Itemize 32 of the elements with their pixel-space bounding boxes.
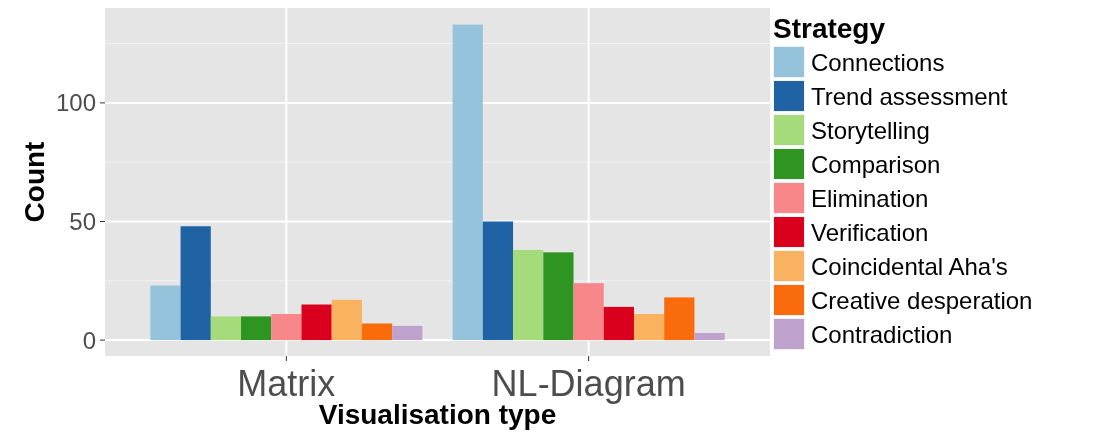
bar — [513, 249, 544, 341]
bar — [180, 226, 211, 341]
bar — [694, 332, 725, 341]
bar — [301, 304, 332, 341]
bar — [573, 283, 604, 341]
legend-label: Comparison — [811, 151, 941, 179]
bar — [452, 24, 483, 341]
legend-title: Strategy — [773, 13, 886, 44]
y-tick-label: 0 — [82, 326, 96, 354]
bar — [482, 221, 514, 341]
bar — [603, 306, 634, 341]
bar — [331, 299, 362, 341]
legend-label: Elimination — [811, 185, 929, 213]
legend-label: Trend assessment — [811, 83, 1008, 111]
bar — [664, 297, 695, 341]
legend-label: Verification — [811, 219, 929, 247]
bar — [392, 325, 423, 341]
y-axis-title: Count — [19, 141, 50, 223]
bar — [241, 316, 272, 341]
legend-label: Creative desperation — [811, 287, 1033, 315]
bar — [271, 314, 302, 341]
legend-label: Storytelling — [811, 117, 930, 145]
legend-label: Coincidental Aha's — [811, 253, 1008, 281]
bar — [633, 314, 665, 341]
bar — [543, 252, 574, 341]
y-tick-label: 100 — [55, 89, 96, 117]
bar — [210, 316, 242, 341]
legend-label: Connections — [811, 49, 945, 77]
y-tick-label: 50 — [69, 207, 96, 235]
bar — [150, 285, 181, 341]
bar — [361, 323, 393, 341]
legend-label: Contradiction — [811, 321, 953, 349]
